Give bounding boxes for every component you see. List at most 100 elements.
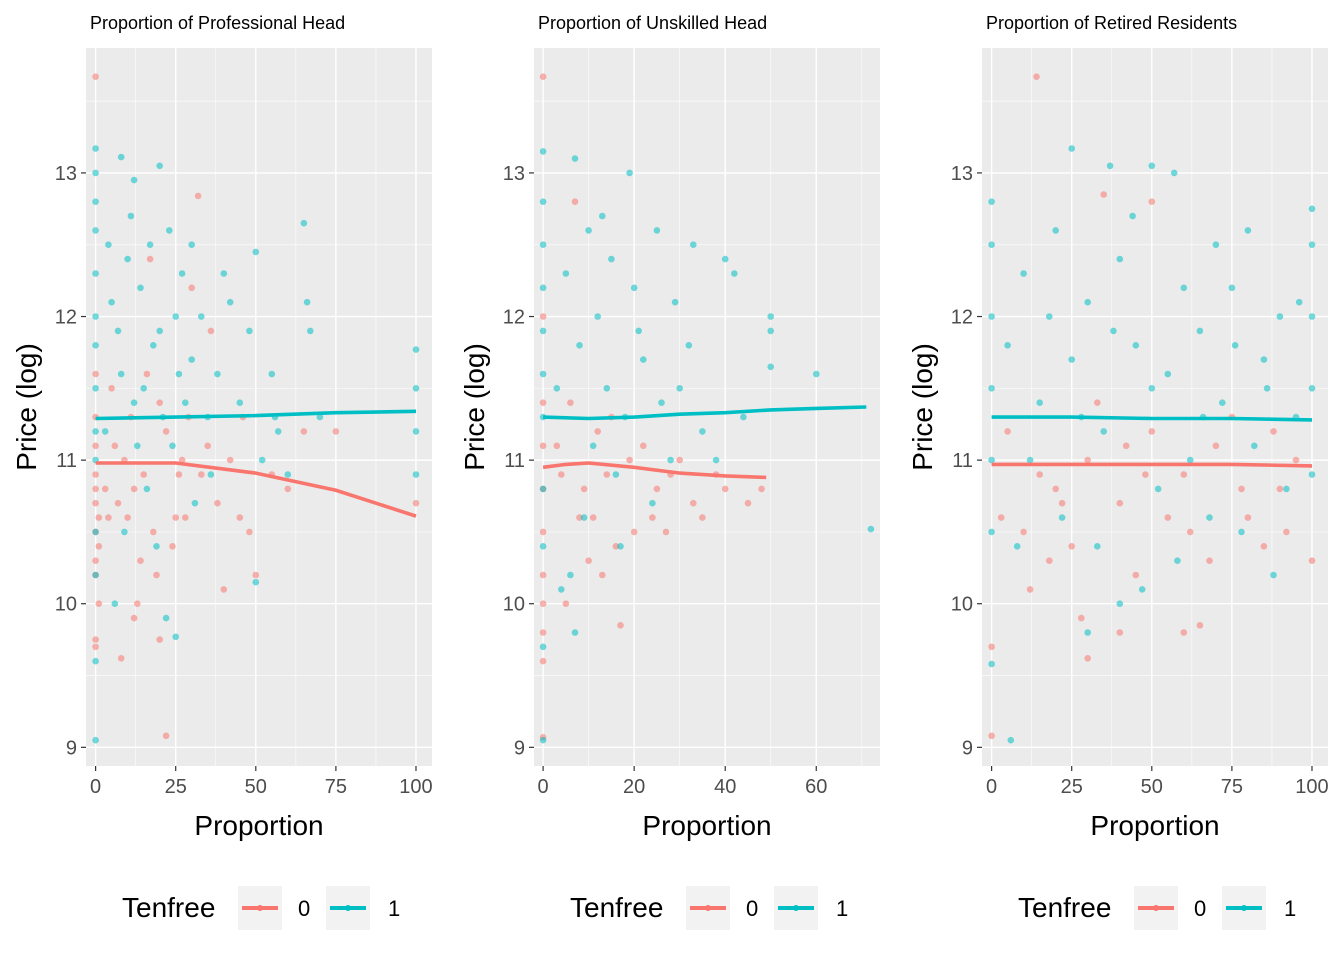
data-point-tenfree-0 [146,255,154,263]
scatter-plot-professional-head: 0 25 50 75 100 9 10 11 12 13 Proportion Price (log) [11,48,433,841]
data-point-tenfree-1 [585,227,592,234]
x-tick-label: 60 [805,776,827,798]
data-point-tenfree-1 [539,736,547,744]
data-point-tenfree-1 [111,600,119,607]
data-point-tenfree-1 [571,629,579,636]
data-point-tenfree-0 [1186,528,1194,536]
data-point-tenfree-1 [685,342,693,349]
data-point-tenfree-1 [1129,212,1136,220]
data-point-tenfree-0 [105,514,112,521]
data-point-tenfree-0 [92,636,99,643]
data-point-tenfree-1 [767,313,774,320]
x-tick-label: 100 [1295,776,1328,798]
x-tick-label: 50 [1141,776,1163,798]
data-point-tenfree-1 [191,499,199,507]
data-point-tenfree-0 [92,485,99,493]
data-point-tenfree-0 [1270,428,1277,435]
y-tick-label: 10 [55,594,77,616]
y-tick-label: 11 [952,450,973,472]
data-point-tenfree-1 [1148,385,1156,392]
data-point-tenfree-0 [198,471,205,478]
data-point-tenfree-0 [1052,485,1059,493]
data-point-tenfree-0 [599,571,606,579]
data-point-tenfree-1 [1110,327,1117,335]
data-point-tenfree-0 [649,514,656,521]
x-tick-label: 25 [165,776,187,798]
data-point-tenfree-0 [220,586,228,593]
data-point-tenfree-0 [1132,571,1140,579]
data-point-tenfree-0 [114,499,122,507]
data-point-tenfree-0 [626,456,633,464]
y-tick-label: 13 [55,163,77,185]
legend-key-0 [238,886,282,930]
data-point-tenfree-0 [182,514,189,521]
data-point-tenfree-0 [101,485,109,493]
legend-key-0 [686,886,730,930]
data-point-tenfree-1 [92,198,99,205]
data-point-tenfree-1 [114,327,122,335]
data-point-tenfree-1 [92,145,99,152]
legend-swatch-0-icon [690,905,726,911]
data-point-tenfree-0 [1078,614,1085,622]
y-tick-label: 10 [503,594,525,616]
data-point-tenfree-0 [111,442,119,450]
data-point-tenfree-0 [1212,442,1220,450]
data-point-tenfree-0 [92,471,99,478]
data-point-tenfree-1 [676,385,683,392]
data-point-tenfree-1 [1020,270,1027,277]
y-tick-label: 12 [951,307,973,329]
data-point-tenfree-0 [539,399,547,407]
data-point-tenfree-0 [1033,73,1040,80]
data-point-tenfree-1 [599,212,606,220]
data-point-tenfree-1 [1186,456,1194,464]
data-point-tenfree-0 [162,428,170,435]
data-point-tenfree-0 [143,370,151,378]
data-point-tenfree-1 [576,342,583,349]
x-axis-title: Proportion [1090,810,1219,841]
data-point-tenfree-1 [150,342,157,349]
facet-professional-head: Proportion of Professional Head 0 25 50 75 1… [0,0,448,960]
data-point-tenfree-1 [412,428,420,435]
data-point-tenfree-1 [182,399,189,407]
data-point-tenfree-0 [92,643,99,651]
data-point-tenfree-1 [988,198,995,205]
data-point-tenfree-1 [539,485,547,493]
data-point-tenfree-1 [608,255,615,263]
data-point-tenfree-0 [1148,198,1156,205]
data-point-tenfree-1 [412,346,420,353]
data-point-tenfree-1 [731,270,738,277]
data-point-tenfree-1 [539,198,547,205]
data-point-tenfree-1 [988,313,995,320]
data-point-tenfree-0 [300,428,308,435]
data-point-tenfree-1 [571,155,579,162]
x-tick-label: 0 [90,776,101,798]
data-point-tenfree-1 [558,586,565,593]
data-point-tenfree-1 [92,657,99,665]
scatter-plot-retired-residents: 0 25 50 75 100 9 10 11 12 13 Proportion Price (log) [907,48,1329,841]
data-point-tenfree-0 [721,485,729,493]
data-point-tenfree-1 [539,327,547,335]
data-point-tenfree-1 [105,241,112,248]
legend-key-0 [1134,886,1178,930]
data-point-tenfree-1 [539,643,547,651]
data-point-tenfree-1 [169,442,176,450]
data-point-tenfree-1 [143,485,151,493]
data-point-tenfree-0 [284,485,292,493]
data-point-tenfree-1 [1308,205,1316,213]
data-point-tenfree-1 [712,456,720,464]
data-point-tenfree-1 [303,298,311,306]
y-tick-label: 9 [514,737,525,759]
data-point-tenfree-0 [153,571,160,579]
x-tick-label: 40 [714,776,736,798]
data-point-tenfree-0 [204,442,211,450]
data-point-tenfree-0 [1148,428,1156,435]
y-tick-label: 11 [56,450,77,472]
data-point-tenfree-1 [92,313,99,320]
data-point-tenfree-1 [1036,399,1043,407]
data-point-tenfree-0 [653,485,661,493]
data-point-tenfree-0 [539,657,547,665]
data-point-tenfree-1 [117,153,125,161]
data-point-tenfree-0 [150,528,157,536]
data-point-tenfree-0 [134,600,141,607]
data-point-tenfree-1 [1263,385,1271,392]
